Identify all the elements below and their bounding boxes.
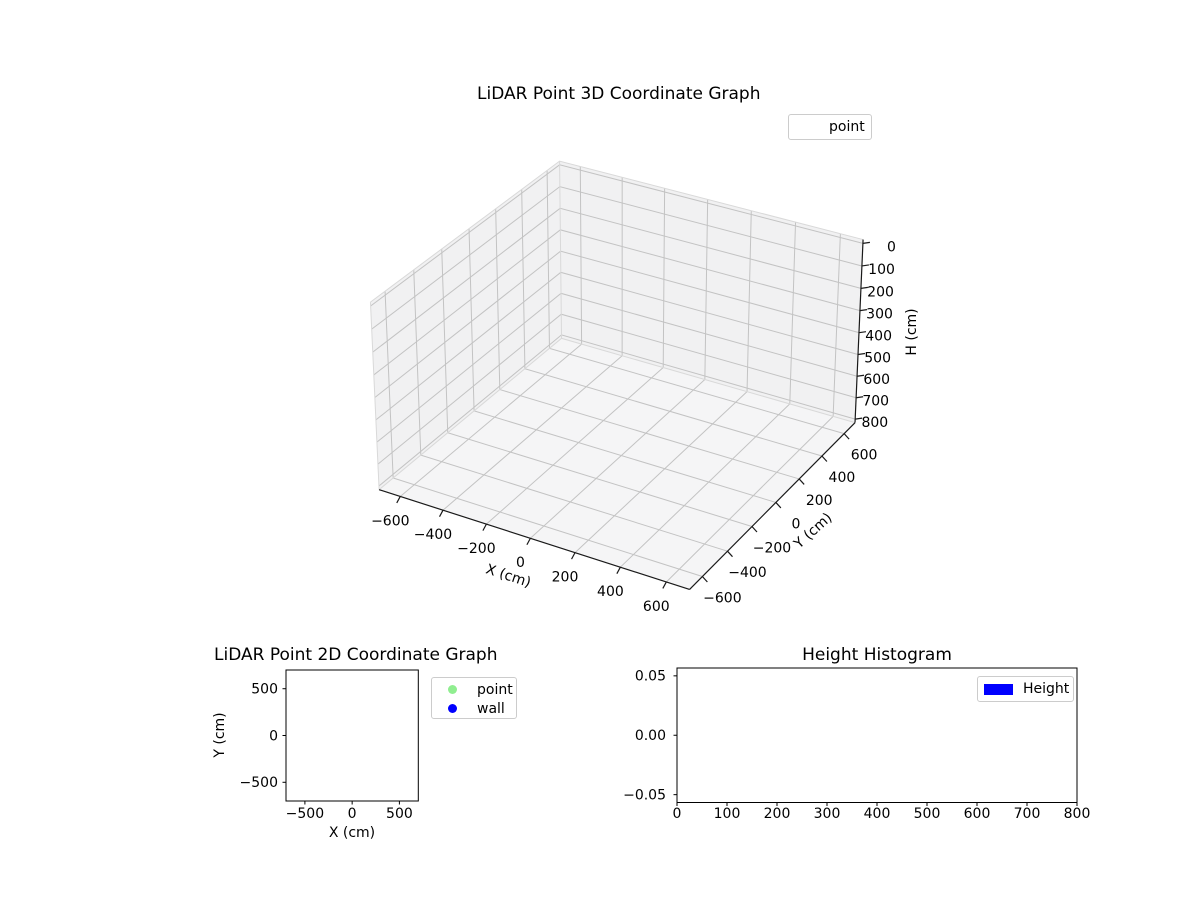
axis-lines xyxy=(378,239,864,591)
point-marker-icon xyxy=(448,685,457,694)
tick-label: 0 xyxy=(348,806,357,822)
tick-label: −500 xyxy=(286,806,324,822)
tick-label: 400 xyxy=(829,470,856,486)
tick-label: 200 xyxy=(867,284,894,300)
legend-label-point-3d: point xyxy=(829,119,865,135)
wall-marker-icon xyxy=(448,704,457,713)
tick-label: 700 xyxy=(862,394,889,410)
plot3d-scene: −600−400−2000200400600−600−400−200020040… xyxy=(369,160,920,615)
tick-label: 500 xyxy=(914,806,941,822)
tick-label: 100 xyxy=(714,806,741,822)
pane-edges xyxy=(369,160,864,491)
tick-label: 600 xyxy=(643,599,670,615)
floor-pane xyxy=(379,338,856,590)
tick-label: −0.05 xyxy=(623,788,666,804)
tick-label: 0 xyxy=(516,555,525,571)
hist-title: Height Histogram xyxy=(802,645,952,665)
plot3d-title: LiDAR Point 3D Coordinate Graph xyxy=(477,84,761,104)
tick-labels: −600−400−2000200400600−600−400−200020040… xyxy=(371,239,896,615)
tick-label: X (cm) xyxy=(484,561,533,591)
tick-label: 0 xyxy=(673,806,682,822)
height-swatch-icon xyxy=(984,683,1013,695)
tick-label: 200 xyxy=(806,493,833,509)
tick-label: X (cm) xyxy=(329,825,375,841)
tick-label: 800 xyxy=(861,415,888,431)
legend-label-wall: wall xyxy=(477,700,505,717)
tick-label: −200 xyxy=(753,540,791,556)
tick-label: 600 xyxy=(964,806,991,822)
tick-label: 0 xyxy=(791,516,800,532)
tick-label: 0.05 xyxy=(635,669,666,685)
tick-label: Y (cm) xyxy=(212,712,228,758)
hist-legend: Height xyxy=(977,676,1074,702)
legend-row-point: point xyxy=(448,680,516,699)
plot2d-tick-labels: −500 0 500 500 0 −500 xyxy=(240,682,413,822)
plot2d-legend: point wall xyxy=(431,677,517,719)
tick-label: 500 xyxy=(251,682,278,698)
plot2d-scene: −500 0 500 500 0 −500 X (cm) Y (cm) xyxy=(212,669,419,841)
tick-label: 200 xyxy=(764,806,791,822)
tick-label: 500 xyxy=(864,350,891,366)
tick-label: 0 xyxy=(269,728,278,744)
tick-label: 400 xyxy=(597,584,624,600)
tick-label: 500 xyxy=(386,806,413,822)
plot2d-title: LiDAR Point 2D Coordinate Graph xyxy=(214,645,498,665)
legend-row-wall: wall xyxy=(448,699,516,718)
tick-label: H (cm) xyxy=(904,308,920,355)
tick-label: −200 xyxy=(457,541,495,557)
tick-label: 400 xyxy=(864,806,891,822)
plot2d-axis-titles: X (cm) Y (cm) xyxy=(212,712,375,841)
tick-label: 0.00 xyxy=(635,728,666,744)
tick-label: −400 xyxy=(414,527,452,543)
plot2d-ticks xyxy=(282,688,400,805)
hist-tick-labels: 0 100 200 300 400 500 600 700 800 0.05 0.00 −0.05 xyxy=(623,669,1090,822)
hist-scene: 0 100 200 300 400 500 600 700 800 0.05 0.00 −0.05 xyxy=(623,667,1090,822)
tick-label: 600 xyxy=(851,448,878,464)
tick-label: 300 xyxy=(814,806,841,822)
tick-label: 200 xyxy=(552,570,579,586)
tick-label: 800 xyxy=(1064,806,1091,822)
tick-label: −400 xyxy=(728,565,766,581)
plot2d-frame xyxy=(285,669,419,802)
hist-ticks xyxy=(673,675,1078,806)
tick-label: −600 xyxy=(371,513,409,529)
plot3d-legend: point xyxy=(788,114,872,140)
legend-label-height: Height xyxy=(1023,681,1070,697)
tick-label: 400 xyxy=(865,329,892,345)
tick-label: −600 xyxy=(703,590,741,606)
tick-label: 600 xyxy=(863,372,890,388)
tick-label: 700 xyxy=(1014,806,1041,822)
axis-ticks xyxy=(396,241,870,589)
tick-label: 300 xyxy=(866,307,893,323)
tick-label: 100 xyxy=(868,262,895,278)
tick-label: 0 xyxy=(887,239,896,255)
legend-label-point: point xyxy=(477,681,513,698)
tick-label: −500 xyxy=(240,775,278,791)
